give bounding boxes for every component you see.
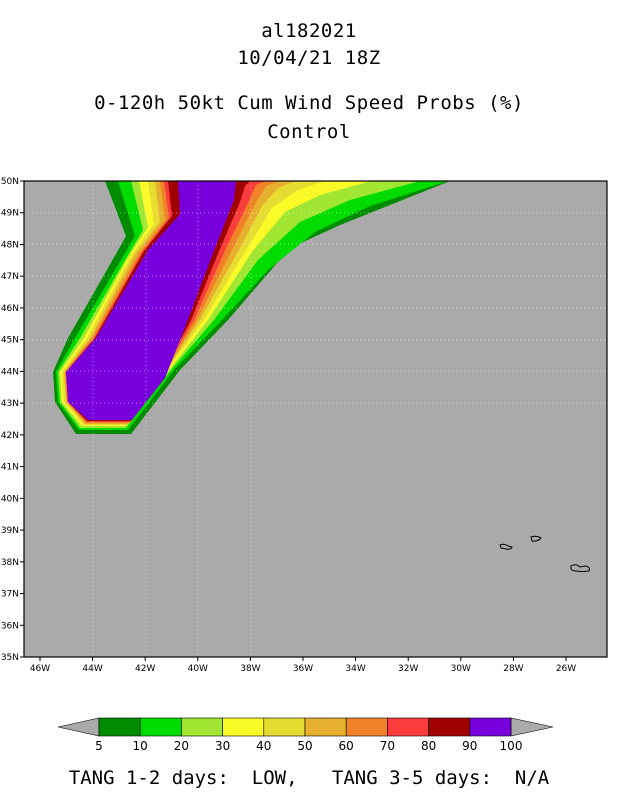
lat-label: 36N	[1, 621, 19, 631]
lon-label: 34W	[345, 664, 365, 674]
lat-label: 37N	[1, 590, 19, 600]
lat-label: 45N	[1, 336, 19, 346]
gridlines	[24, 181, 607, 657]
band-100	[66, 181, 236, 420]
forecast-datetime: 10/04/21 18Z	[237, 47, 381, 69]
lon-label: 32W	[398, 664, 418, 674]
lat-label: 41N	[1, 463, 19, 473]
legend-swatch	[345, 717, 388, 737]
legend-swatch	[139, 717, 182, 737]
legend-value: 70	[380, 739, 395, 753]
legend-value: 50	[297, 739, 312, 753]
color-legend: 5 10 20 30 40 50 60 70 80 90 100	[57, 717, 554, 753]
lat-label: 39N	[1, 526, 19, 536]
chart-title: 0-120h 50kt Cum Wind Speed Probs (%)	[94, 92, 524, 114]
chart-subtitle: Control	[267, 121, 351, 143]
lon-label: 46W	[30, 664, 50, 674]
island-terceira	[530, 535, 542, 542]
lat-label: 47N	[1, 272, 19, 282]
legend-value: 100	[500, 739, 523, 753]
lat-label: 35N	[1, 653, 19, 663]
island-faial-pico	[499, 543, 513, 550]
lon-label: 30W	[451, 664, 471, 674]
legend-swatch	[428, 717, 471, 737]
legend-swatch	[304, 717, 347, 737]
lat-label: 49N	[1, 209, 19, 219]
lon-label: 26W	[556, 664, 576, 674]
legend-swatch	[222, 717, 265, 737]
lon-label: 42W	[135, 664, 155, 674]
azores-islands	[499, 535, 590, 572]
latitude-axis: 35N 36N 37N 38N 39N 40N 41N 42N 43N 44N 45N 46N 47N 4…	[1, 177, 24, 663]
legend-value: 60	[339, 739, 354, 753]
legend-value: 5	[95, 739, 103, 753]
legend-swatch	[98, 717, 141, 737]
legend-swatch	[469, 717, 512, 737]
lon-label: 28W	[503, 664, 523, 674]
legend-arrow-high	[510, 717, 554, 737]
legend-value: 90	[462, 739, 477, 753]
lat-label: 40N	[1, 494, 19, 504]
longitude-axis: 46W 44W 42W 40W 38W 36W 34W 32W 30W 28W 26W	[30, 657, 576, 674]
legend-arrow-low	[57, 717, 100, 737]
lat-label: 46N	[1, 304, 19, 314]
lat-label: 43N	[1, 399, 19, 409]
legend-value: 80	[421, 739, 436, 753]
lat-label: 44N	[1, 367, 19, 377]
lat-label: 38N	[1, 558, 19, 568]
legend-value: 20	[174, 739, 189, 753]
lon-label: 38W	[240, 664, 260, 674]
legend-value: 40	[256, 739, 271, 753]
tang-status: TANG 1-2 days: LOW, TANG 3-5 days: N/A	[68, 767, 550, 789]
island-sao-miguel	[570, 564, 590, 572]
storm-id: al182021	[261, 20, 357, 42]
legend-value: 30	[215, 739, 230, 753]
legend-swatch	[387, 717, 429, 737]
lon-label: 36W	[293, 664, 313, 674]
map-frame	[23, 180, 608, 658]
legend-swatch	[181, 717, 223, 737]
lon-label: 44W	[82, 664, 102, 674]
lat-label: 50N	[1, 177, 19, 187]
lon-label: 40W	[188, 664, 208, 674]
legend-swatch	[263, 717, 306, 737]
legend-value: 10	[133, 739, 148, 753]
lat-label: 42N	[1, 431, 19, 441]
lat-label: 48N	[1, 240, 19, 250]
